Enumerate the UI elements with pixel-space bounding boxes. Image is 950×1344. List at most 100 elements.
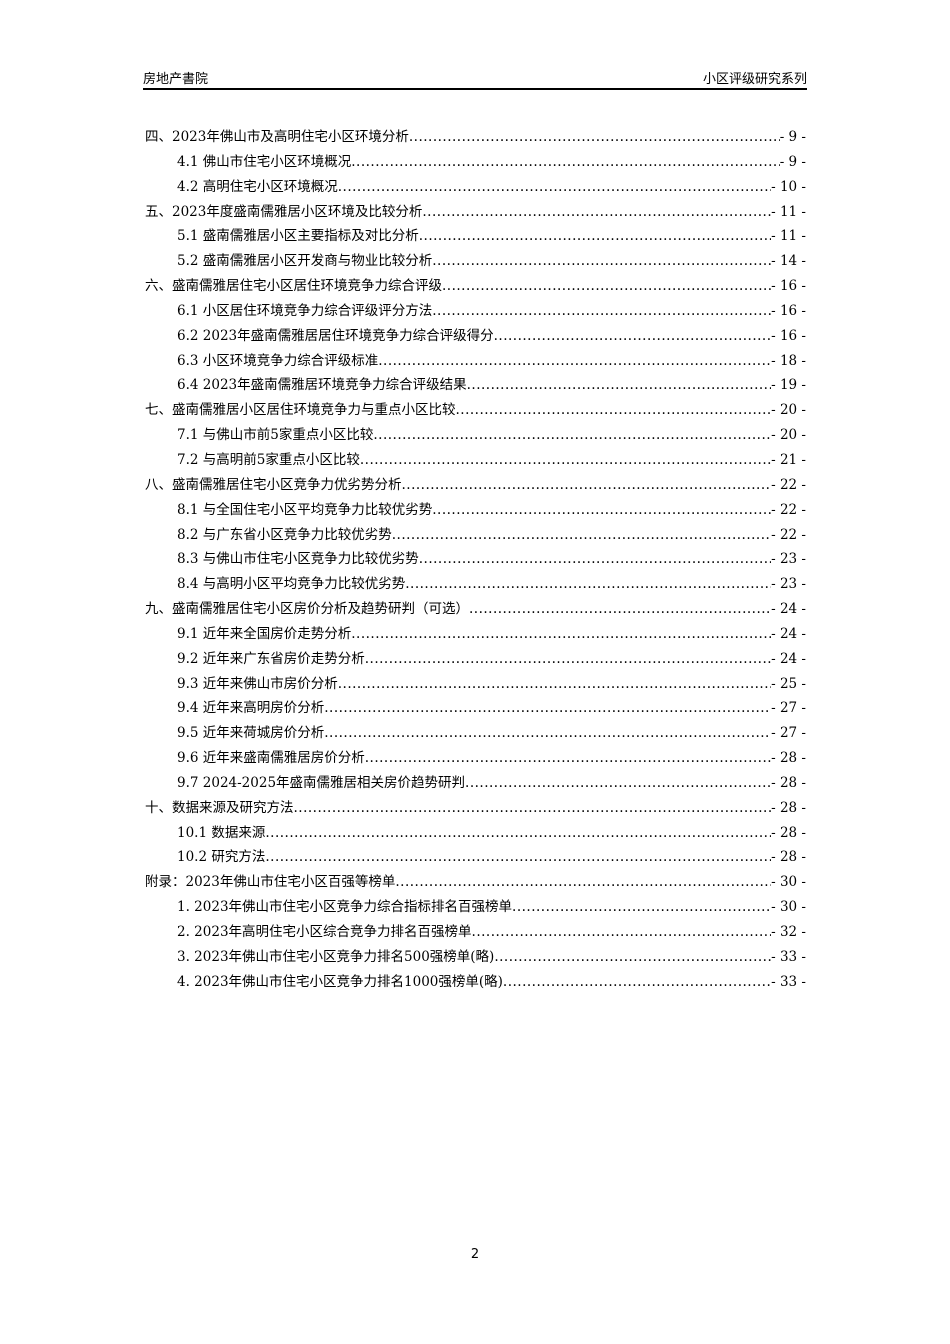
dot-leader	[419, 224, 771, 249]
toc-entry[interactable]: 10.1 数据来源 - 28 -	[145, 821, 806, 846]
toc-entry[interactable]: 八、盛南儒雅居住宅小区竞争力优劣势分析 - 22 -	[145, 473, 806, 498]
toc-entry[interactable]: 1. 2023年佛山市住宅小区竞争力综合指标排名百强榜单 - 30 -	[145, 895, 806, 920]
toc-entry-title: 9.1 近年来全国房价走势分析	[177, 625, 352, 642]
toc-entry-title: 9.7 2024-2025年盛南儒雅居相关房价趋势研判	[177, 774, 466, 791]
toc-entry-title: 七、盛南儒雅居小区居住环境竞争力与重点小区比较	[145, 402, 456, 419]
toc-entry[interactable]: 附录：2023年佛山市住宅小区百强等榜单 - 30 -	[145, 870, 806, 895]
toc-entry[interactable]: 3. 2023年佛山市住宅小区竞争力排名500强榜单(略) - 33 -	[145, 945, 806, 970]
toc-entry-page: - 9 -	[779, 153, 806, 170]
toc-entry[interactable]: 6.4 2023年盛南儒雅居环境竞争力综合评级结果 - 19 -	[145, 373, 806, 398]
toc-entry[interactable]: 8.2 与广东省小区竞争力比较优劣势 - 22 -	[145, 523, 806, 548]
toc-entry-title: 9.2 近年来广东省房价走势分析	[177, 650, 365, 667]
dot-leader	[419, 547, 771, 572]
toc-entry-page: - 19 -	[771, 377, 806, 394]
toc-entry-title: 八、盛南儒雅居住宅小区竞争力优劣势分析	[145, 476, 402, 493]
toc-entry[interactable]: 七、盛南儒雅居小区居住环境竞争力与重点小区比较 - 20 -	[145, 398, 806, 423]
toc-entry-page: - 27 -	[771, 700, 806, 717]
dot-leader	[365, 647, 771, 672]
dot-leader	[351, 150, 779, 175]
toc-entry-page: - 11 -	[771, 228, 806, 245]
dot-leader	[360, 448, 771, 473]
toc-entry[interactable]: 9.6 近年来盛南儒雅居房价分析 - 28 -	[145, 746, 806, 771]
toc-entry-page: - 20 -	[771, 427, 806, 444]
toc-entry-page: - 28 -	[771, 824, 806, 841]
toc-entry-page: - 18 -	[771, 352, 806, 369]
toc-entry-title: 10.1 数据来源	[177, 824, 266, 841]
toc-entry[interactable]: 9.2 近年来广东省房价走势分析 - 24 -	[145, 647, 806, 672]
toc-entry[interactable]: 6.3 小区环境竞争力综合评级标准 - 18 -	[145, 349, 806, 374]
toc-entry[interactable]: 8.1 与全国住宅小区平均竞争力比较优劣势 - 22 -	[145, 498, 806, 523]
toc-entry[interactable]: 九、盛南儒雅居住宅小区房价分析及趋势研判（可选） - 24 -	[145, 597, 806, 622]
dot-leader	[442, 274, 771, 299]
toc-entry[interactable]: 2. 2023年高明住宅小区综合竞争力排名百强榜单 - 32 -	[145, 920, 806, 945]
toc-entry[interactable]: 9.4 近年来高明房价分析 - 27 -	[145, 696, 806, 721]
toc-entry-title: 9.6 近年来盛南儒雅居房价分析	[177, 750, 365, 767]
dot-leader	[365, 746, 771, 771]
toc-entry-page: - 23 -	[771, 551, 806, 568]
toc-entry-title: 8.1 与全国住宅小区平均竞争力比较优劣势	[177, 501, 433, 518]
dot-leader	[432, 299, 771, 324]
dot-leader	[265, 821, 771, 846]
toc-entry-page: - 14 -	[771, 253, 806, 270]
toc-entry-page: - 9 -	[779, 129, 806, 145]
dot-leader	[392, 523, 771, 548]
toc-entry-page: - 33 -	[771, 948, 806, 965]
dot-leader	[373, 423, 771, 448]
toc-entry-page: - 24 -	[771, 625, 806, 642]
toc-entry-page: - 16 -	[771, 327, 806, 344]
toc-entry[interactable]: 六、盛南儒雅居住宅小区居住环境竞争力综合评级 - 16 -	[145, 274, 806, 299]
dot-leader	[324, 696, 771, 721]
toc-entry-title: 9.5 近年来荷城房价分析	[177, 725, 325, 742]
toc-entry[interactable]: 7.1 与佛山市前5家重点小区比较 - 20 -	[145, 423, 806, 448]
toc-entry[interactable]: 4.2 高明住宅小区环境概况 - 10 -	[145, 175, 806, 200]
dot-leader	[338, 175, 771, 200]
toc-entry[interactable]: 9.1 近年来全国房价走势分析 - 24 -	[145, 622, 806, 647]
toc-entry-title: 3. 2023年佛山市住宅小区竞争力排名500强榜单(略)	[177, 948, 495, 965]
toc-entry[interactable]: 四、2023年佛山市及高明住宅小区环境分析 - 9 -	[145, 125, 806, 150]
toc-entry[interactable]: 五、2023年度盛南儒雅居小区环境及比较分析 - 11 -	[145, 200, 806, 225]
toc-entry[interactable]: 十、数据来源及研究方法 - 28 -	[145, 796, 806, 821]
dot-leader	[494, 945, 771, 970]
dot-leader	[467, 373, 771, 398]
dot-leader	[294, 796, 772, 821]
page-header: 房地产書院 小区评级研究系列	[143, 66, 807, 90]
dot-leader	[456, 398, 772, 423]
toc-entry[interactable]: 4.1 佛山市住宅小区环境概况 - 9 -	[145, 150, 806, 175]
toc-entry-title: 7.2 与高明前5家重点小区比较	[177, 451, 360, 468]
dot-leader	[338, 672, 771, 697]
toc-entry-page: - 16 -	[771, 302, 806, 319]
toc-entry[interactable]: 9.7 2024-2025年盛南儒雅居相关房价趋势研判 - 28 -	[145, 771, 806, 796]
toc-entry[interactable]: 8.3 与佛山市住宅小区竞争力比较优劣势 - 23 -	[145, 547, 806, 572]
toc-entry-title: 6.4 2023年盛南儒雅居环境竞争力综合评级结果	[177, 377, 467, 394]
dot-leader	[465, 771, 771, 796]
toc-entry-page: - 20 -	[771, 402, 806, 419]
toc-entry-page: - 22 -	[771, 501, 806, 518]
dot-leader	[265, 845, 771, 870]
toc-entry[interactable]: 5.1 盛南儒雅居小区主要指标及对比分析 - 11 -	[145, 224, 806, 249]
toc-entry-title: 7.1 与佛山市前5家重点小区比较	[177, 427, 374, 444]
toc-entry[interactable]: 8.4 与高明小区平均竞争力比较优劣势 - 23 -	[145, 572, 806, 597]
toc-entry[interactable]: 4. 2023年佛山市住宅小区竞争力排名1000强榜单(略) - 33 -	[145, 970, 806, 995]
toc-entry-title: 9.3 近年来佛山市房价分析	[177, 675, 338, 692]
toc-entry[interactable]: 6.2 2023年盛南儒雅居居住环境竞争力综合评级得分 - 16 -	[145, 324, 806, 349]
toc-entry-title: 1. 2023年佛山市住宅小区竞争力综合指标排名百强榜单	[177, 899, 513, 916]
toc-entry-page: - 11 -	[771, 203, 806, 220]
dot-leader	[469, 597, 771, 622]
dot-leader	[422, 200, 771, 225]
toc-entry[interactable]: 7.2 与高明前5家重点小区比较 - 21 -	[145, 448, 806, 473]
toc-entry[interactable]: 6.1 小区居住环境竞争力综合评级评分方法 - 16 -	[145, 299, 806, 324]
toc-entry-title: 附录：2023年佛山市住宅小区百强等榜单	[145, 874, 396, 891]
toc-entry-title: 8.3 与佛山市住宅小区竞争力比较优劣势	[177, 551, 419, 568]
dot-leader	[324, 721, 771, 746]
toc-entry[interactable]: 9.3 近年来佛山市房价分析 - 25 -	[145, 672, 806, 697]
dot-leader	[494, 324, 771, 349]
dot-leader	[405, 572, 771, 597]
toc-entry-page: - 28 -	[771, 849, 806, 866]
toc-entry-page: - 27 -	[771, 725, 806, 742]
toc-entry[interactable]: 10.2 研究方法 - 28 -	[145, 845, 806, 870]
toc-entry-page: - 25 -	[771, 675, 806, 692]
toc-entry[interactable]: 5.2 盛南儒雅居小区开发商与物业比较分析 - 14 -	[145, 249, 806, 274]
toc-entry[interactable]: 9.5 近年来荷城房价分析 - 27 -	[145, 721, 806, 746]
toc-entry-page: - 32 -	[771, 924, 806, 940]
toc-entry-page: - 21 -	[771, 451, 806, 468]
